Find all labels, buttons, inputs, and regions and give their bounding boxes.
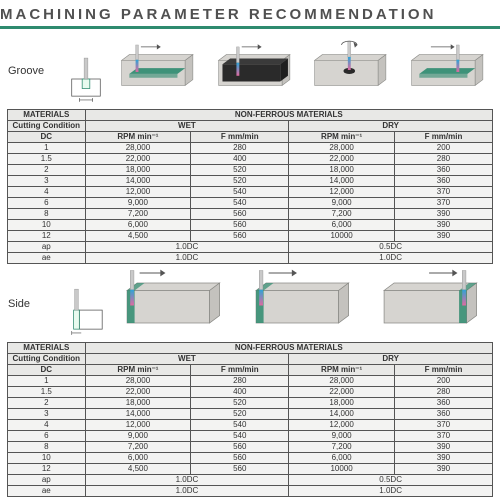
table-row: 69,0005409,000370 bbox=[8, 198, 493, 209]
table-row: 124,50056010000390 bbox=[8, 231, 493, 242]
diagram-groove-2 bbox=[305, 35, 396, 105]
diagram-side-0 bbox=[112, 268, 235, 338]
section-label: Groove bbox=[8, 65, 60, 77]
table-row: 412,00054012,000370 bbox=[8, 187, 493, 198]
param-table: MATERIALSNON-FERROUS MATERIALS Cutting C… bbox=[7, 109, 493, 264]
table-row: 69,0005409,000370 bbox=[8, 431, 493, 442]
table-row: 218,00052018,000360 bbox=[8, 398, 493, 409]
table-row: 124,50056010000390 bbox=[8, 464, 493, 475]
table-row: 1.522,00040022,000280 bbox=[8, 154, 493, 165]
diagram-groove-3 bbox=[402, 35, 493, 105]
table-row: 128,00028028,000200 bbox=[8, 376, 493, 387]
table-row: 87,2005607,200390 bbox=[8, 442, 493, 453]
diagram-side-1 bbox=[241, 268, 364, 338]
thumb-side bbox=[66, 286, 106, 338]
diagram-groove-0 bbox=[112, 35, 203, 105]
table-row: 106,0005606,000390 bbox=[8, 220, 493, 231]
table-row: 128,00028028,000200 bbox=[8, 143, 493, 154]
title-bar: MACHINING PARAMETER RECOMMENDATION bbox=[0, 0, 500, 29]
param-table: MATERIALSNON-FERROUS MATERIALS Cutting C… bbox=[7, 342, 493, 497]
table-row: 314,00052014,000360 bbox=[8, 409, 493, 420]
table-row: 1.522,00040022,000280 bbox=[8, 387, 493, 398]
section-groove: Groove bbox=[0, 37, 500, 264]
table-row: 218,00052018,000360 bbox=[8, 165, 493, 176]
diagram-groove-1 bbox=[209, 35, 300, 105]
section-label: Side bbox=[8, 298, 60, 310]
diagram-side-2 bbox=[369, 268, 492, 338]
table-row: 106,0005606,000390 bbox=[8, 453, 493, 464]
table-row: 87,2005607,200390 bbox=[8, 209, 493, 220]
section-side: Side bbox=[0, 270, 500, 497]
page-title: MACHINING PARAMETER RECOMMENDATION bbox=[0, 6, 436, 23]
table-row: 412,00054012,000370 bbox=[8, 420, 493, 431]
thumb-groove bbox=[66, 53, 106, 105]
table-row: 314,00052014,000360 bbox=[8, 176, 493, 187]
